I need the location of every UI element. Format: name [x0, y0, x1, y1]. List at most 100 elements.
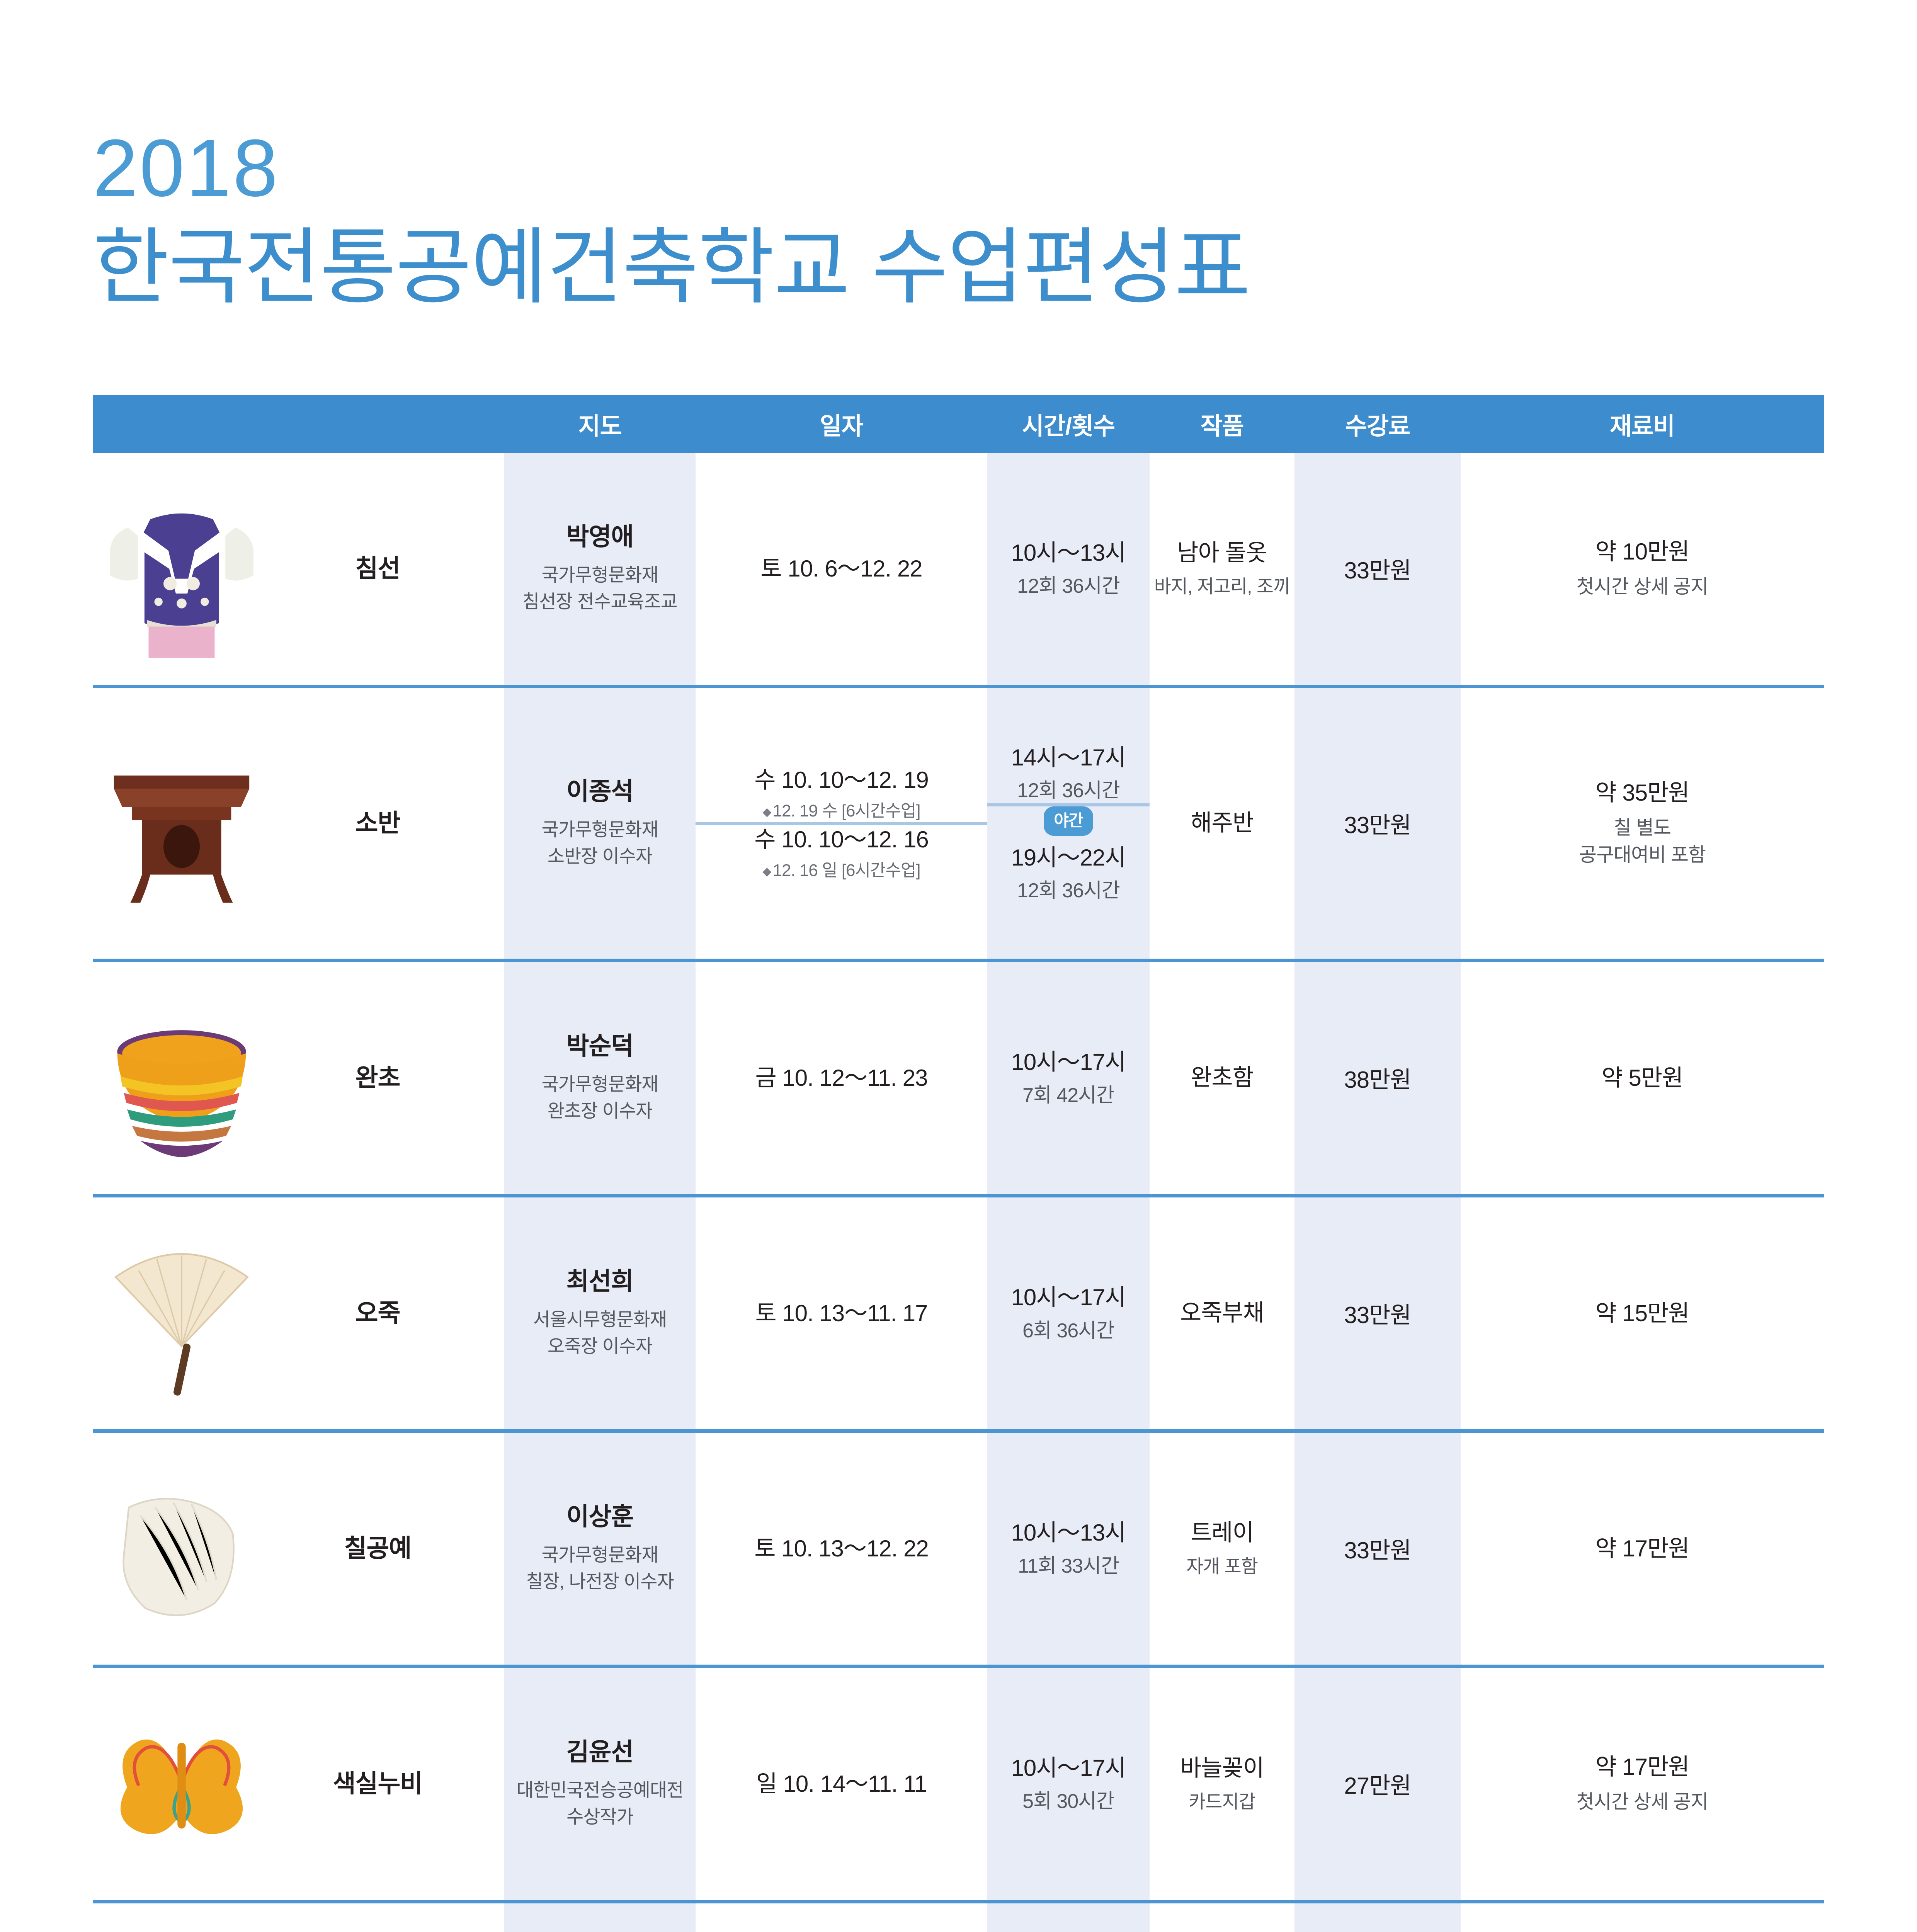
row-divider-line: [93, 1664, 1824, 1668]
date-cell: 금 10. 12～11. 23: [696, 962, 987, 1194]
time-cell: 14시～17시 12회 36시간 야간 19시～22시 12회 36시간: [987, 688, 1150, 959]
time-range: 10시～17시: [1011, 1284, 1126, 1311]
teacher-name: 박순덕: [566, 1032, 634, 1060]
work-cell: 완초함: [1150, 962, 1294, 1194]
work-title: 바늘꽂이: [1180, 1755, 1264, 1781]
col-header-date: 일자: [696, 395, 987, 453]
lacquer-wood-tray-photo: [97, 1458, 267, 1639]
date-range: 토 10. 13～11. 17: [755, 1300, 928, 1327]
teacher-affiliation: 국가무형문화재 침선장 전수교육조교: [522, 565, 678, 612]
material-cost: 약 5만원: [1601, 1065, 1684, 1091]
fee-cell: 33만원: [1294, 1197, 1461, 1429]
material-cell: 약 17만원: [1461, 1433, 1824, 1665]
row-divider-line: [93, 1429, 1824, 1433]
teacher-name: 김윤선: [566, 1738, 634, 1766]
title-main: 한국전통공예건축학교 수업편성표: [93, 221, 1251, 314]
session-count: 12회 36시간: [1017, 879, 1120, 902]
teacher-cell: 이종석 국가무형문화재 소반장 이수자: [504, 688, 696, 959]
table-row: 소반 이종석 국가무형문화재 소반장 이수자 수 10. 10～12. 19 ◆1…: [93, 688, 1824, 959]
craft-cell: 오죽: [93, 1197, 504, 1429]
session-count: 11회 33시간: [1018, 1554, 1119, 1577]
work-cell: 떡살: [1150, 1903, 1294, 1932]
time-range: 10시～17시: [1011, 1755, 1126, 1781]
time-cell: 10시～17시 5회 30시간: [987, 1668, 1150, 1900]
time-range: 10시～13시: [1011, 1520, 1126, 1546]
teacher-affiliation: 대한민국전승공예대전 수상작가: [516, 1780, 684, 1828]
date-cell: 수 10. 10～12. 19 ◆12. 19 수 [6시간수업] 수 10. …: [696, 688, 987, 959]
col-header-teacher: 지도: [504, 395, 696, 453]
sub-row-divider: [696, 821, 987, 825]
teacher-cell: 김윤선 대한민국전승공예대전 수상작가: [504, 1668, 696, 1900]
schedule-table: 지도 일자 시간/횟수 작품 수강료 재료비: [93, 395, 1824, 1932]
session-count: 12회 36시간: [1017, 779, 1120, 802]
teacher-affiliation: 국가무형문화재 완초장 이수자: [541, 1074, 658, 1122]
time-range: 10시～17시: [1011, 1049, 1126, 1075]
row-divider: [93, 1194, 1824, 1197]
teacher-affiliation: 국가무형문화재 소반장 이수자: [541, 819, 658, 867]
material-cell: 12만원: [1461, 1903, 1824, 1932]
night-badge: 야간: [1044, 806, 1093, 836]
time-cell: 10시～17시 6회 36시간: [987, 1197, 1150, 1429]
session-count: 7회 42시간: [1022, 1084, 1115, 1107]
material-cost: 약 17만원: [1595, 1536, 1689, 1562]
table-row: 색실누비 김윤선 대한민국전승공예대전 수상작가 일 10. 14～11. 11 10…: [93, 1668, 1824, 1900]
row-divider: [93, 1429, 1824, 1433]
table-row: 오죽 최선희 서울시무형문화재 오죽장 이수자 토 10. 13～11. 17 10시…: [93, 1197, 1824, 1429]
table-head: 지도 일자 시간/횟수 작품 수강료 재료비: [93, 395, 1824, 453]
col-header-time: 시간/횟수: [987, 395, 1150, 453]
material-cost: 약 35만원: [1595, 780, 1689, 806]
material-cost: 약 17만원: [1595, 1754, 1689, 1780]
tuition-fee: 33만원: [1344, 1537, 1411, 1564]
tuition-fee: 27만원: [1344, 1773, 1411, 1799]
col-header-work: 작품: [1150, 395, 1294, 453]
table-row: 침선 박영애 국가무형문화재 침선장 전수교육조교 토 10. 6～12. 22 10…: [93, 453, 1824, 685]
row-divider-line: [93, 958, 1824, 962]
material-cost: 약 15만원: [1595, 1300, 1689, 1327]
material-note: 첫시간 상세 공지: [1576, 576, 1709, 598]
teacher-affiliation: 서울시무형문화재 오죽장 이수자: [533, 1309, 667, 1357]
carved-wood-bracket-photo: [97, 1929, 267, 1932]
date-range: 수 10. 10～12. 16: [754, 826, 929, 852]
column-stripe: [1294, 395, 1461, 1932]
col-header-material: 재료비: [1461, 395, 1824, 453]
teacher-name: 이상훈: [566, 1502, 634, 1531]
work-detail: 자개 포함: [1186, 1556, 1258, 1577]
wooden-soban-tray-photo: [97, 733, 267, 914]
column-stripe: [987, 395, 1150, 1932]
craft-cell: 침선: [93, 453, 504, 685]
material-note: 칠 별도 공구대여비 포함: [1579, 817, 1706, 866]
child-hanbok-vest-photo: [97, 478, 267, 660]
teacher-cell: 김규석 전라남도무형문화재목조각장 보유자: [504, 1903, 696, 1932]
title-year: 2018: [93, 122, 280, 213]
fee-cell: 33만원: [1294, 453, 1461, 685]
fee-cell: 33만원: [1294, 1433, 1461, 1665]
row-divider-line: [93, 1194, 1824, 1197]
material-cell: 약 15만원: [1461, 1197, 1824, 1429]
teacher-affiliation: 국가무형문화재 칠장, 나전장 이수자: [526, 1544, 674, 1592]
teacher-cell: 박순덕 국가무형문화재 완초장 이수자: [504, 962, 696, 1194]
date-cell: 일 10. 14～11. 11: [696, 1668, 987, 1900]
row-divider: [93, 1900, 1824, 1903]
tuition-fee: 38만원: [1344, 1067, 1411, 1093]
craft-cell: 전통문양목조각: [93, 1903, 504, 1932]
table-row: 칠공예 이상훈 국가무형문화재 칠장, 나전장 이수자 토 10. 13～12. 2…: [93, 1433, 1824, 1665]
material-note: 첫시간 상세 공지: [1576, 1791, 1709, 1813]
date-note: ◆12. 19 수 [6시간수업]: [762, 801, 920, 820]
fee-cell: 27만원: [1294, 1668, 1461, 1900]
material-cost: 약 10만원: [1595, 539, 1689, 565]
date-range: 토 10. 6～12. 22: [760, 556, 922, 582]
work-detail: 카드지갑: [1189, 1791, 1256, 1812]
table-row: 전통문양목조각 김규석 전라남도무형문화재목조각장 보유자화 10. 16～11…: [93, 1903, 1824, 1932]
teacher-name: 최선희: [566, 1267, 634, 1295]
craft-name: 침선: [355, 554, 401, 582]
time-range: 10시～13시: [1011, 540, 1126, 566]
date-range: 토 10. 13～12. 22: [754, 1536, 929, 1562]
col-header-image: [93, 395, 504, 453]
time-cell: 10시～17시 7회 42시간: [987, 1903, 1150, 1932]
session-count: 5회 30시간: [1022, 1790, 1115, 1813]
craft-cell: 칠공예: [93, 1433, 504, 1665]
